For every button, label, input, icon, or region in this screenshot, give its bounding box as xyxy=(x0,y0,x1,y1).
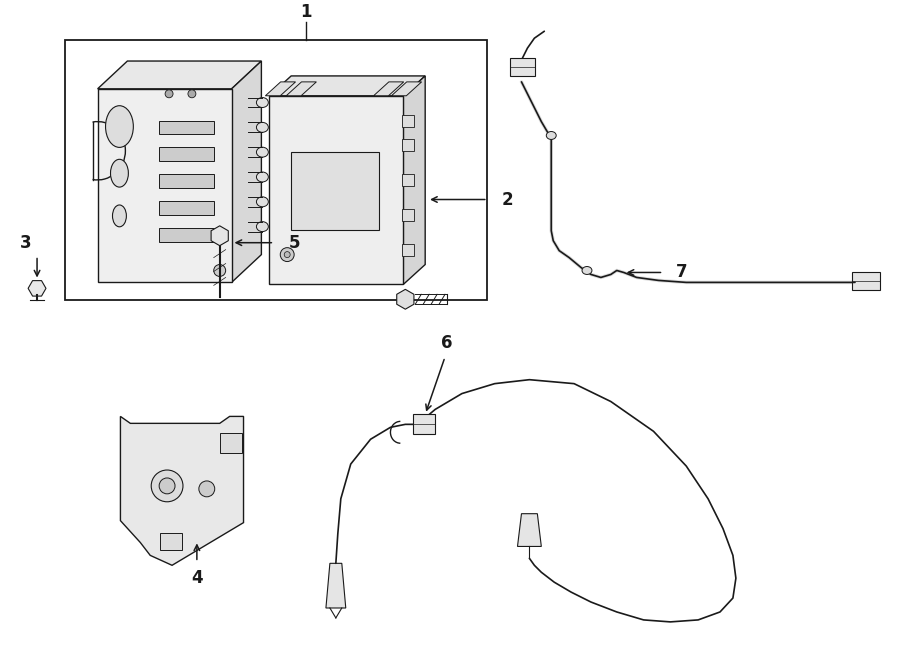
Bar xyxy=(402,175,414,186)
Circle shape xyxy=(284,252,290,258)
Text: 1: 1 xyxy=(301,3,311,21)
Ellipse shape xyxy=(256,122,268,132)
Ellipse shape xyxy=(256,221,268,231)
Ellipse shape xyxy=(105,106,133,147)
Polygon shape xyxy=(97,61,261,89)
Ellipse shape xyxy=(256,172,268,182)
Text: 7: 7 xyxy=(676,264,688,282)
Text: 4: 4 xyxy=(191,569,202,587)
Bar xyxy=(509,58,536,76)
Circle shape xyxy=(213,264,226,276)
Polygon shape xyxy=(326,563,346,608)
Polygon shape xyxy=(374,82,404,96)
Ellipse shape xyxy=(256,98,268,108)
Polygon shape xyxy=(403,76,425,284)
Polygon shape xyxy=(212,226,229,246)
Ellipse shape xyxy=(256,147,268,157)
Circle shape xyxy=(188,90,196,98)
Polygon shape xyxy=(266,82,295,96)
Bar xyxy=(159,228,213,242)
Text: 5: 5 xyxy=(289,234,301,252)
Circle shape xyxy=(188,122,196,130)
Bar xyxy=(402,114,414,126)
Circle shape xyxy=(159,478,175,494)
Bar xyxy=(159,175,213,188)
Bar xyxy=(159,120,213,134)
Polygon shape xyxy=(392,82,421,96)
Polygon shape xyxy=(286,82,317,96)
Bar xyxy=(413,414,435,434)
Bar xyxy=(852,272,880,290)
Ellipse shape xyxy=(546,132,556,139)
Bar xyxy=(402,244,414,256)
Circle shape xyxy=(165,90,173,98)
Text: 3: 3 xyxy=(21,234,32,252)
Ellipse shape xyxy=(582,266,592,274)
Ellipse shape xyxy=(111,159,129,187)
Circle shape xyxy=(151,470,183,502)
Polygon shape xyxy=(518,514,541,547)
Text: 6: 6 xyxy=(441,334,453,352)
Bar xyxy=(292,152,379,230)
Polygon shape xyxy=(121,416,244,565)
Polygon shape xyxy=(28,281,46,296)
Polygon shape xyxy=(269,76,425,96)
Circle shape xyxy=(199,481,215,497)
Circle shape xyxy=(280,248,294,262)
Bar xyxy=(402,209,414,221)
Bar xyxy=(160,533,182,551)
Ellipse shape xyxy=(256,197,268,207)
Bar xyxy=(159,201,213,215)
Ellipse shape xyxy=(112,205,126,227)
Bar xyxy=(269,96,403,284)
Circle shape xyxy=(165,122,173,130)
Bar xyxy=(65,40,487,300)
Polygon shape xyxy=(397,290,414,309)
Polygon shape xyxy=(231,61,261,282)
Bar xyxy=(402,139,414,151)
Bar xyxy=(220,433,241,453)
Bar xyxy=(159,147,213,161)
Text: 2: 2 xyxy=(501,190,513,208)
Bar xyxy=(97,89,231,282)
